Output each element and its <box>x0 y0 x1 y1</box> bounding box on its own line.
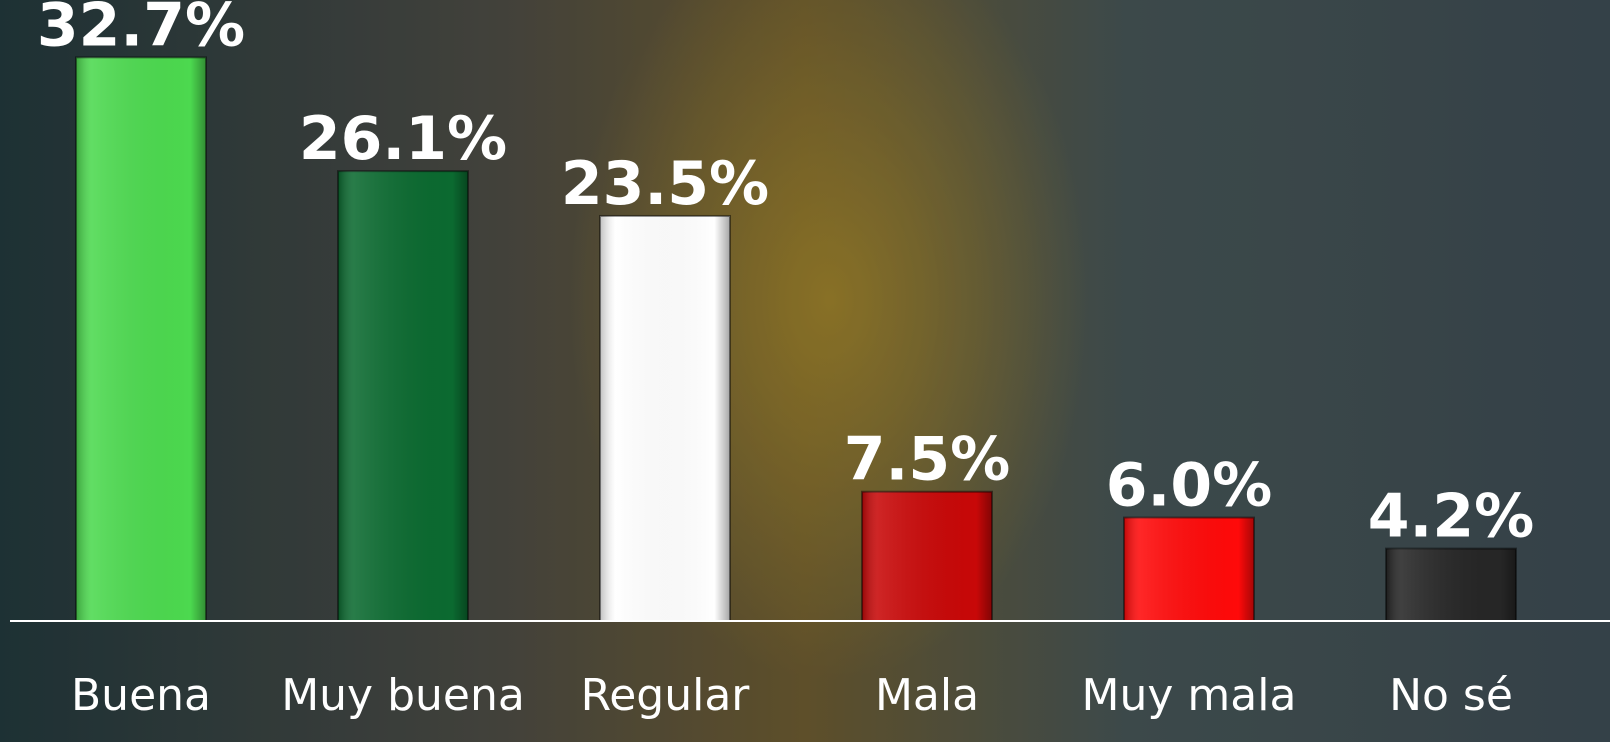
x-tick-label: Regular <box>581 670 751 721</box>
x-tick-label: Muy mala <box>1082 670 1297 721</box>
bar <box>76 57 206 621</box>
x-tick-label: Muy buena <box>281 670 525 721</box>
bar <box>338 171 468 621</box>
bar <box>862 492 992 621</box>
value-label: 26.1% <box>299 104 507 174</box>
value-label: 7.5% <box>844 425 1010 495</box>
x-tick-label: Mala <box>875 670 979 721</box>
value-label: 23.5% <box>561 149 769 219</box>
value-label: 4.2% <box>1368 482 1534 552</box>
value-label: 6.0% <box>1106 451 1272 521</box>
value-label: 32.7% <box>37 0 245 60</box>
bar <box>1386 549 1516 621</box>
x-tick-label: Buena <box>71 670 211 721</box>
chart: 32.7% Buena 26.1% Muy buena 23.5% Regular 7.5%… <box>0 0 1610 742</box>
background-dim <box>0 0 1610 742</box>
bar <box>600 216 730 621</box>
x-tick-label: No sé <box>1389 670 1513 721</box>
bar <box>1124 518 1254 621</box>
